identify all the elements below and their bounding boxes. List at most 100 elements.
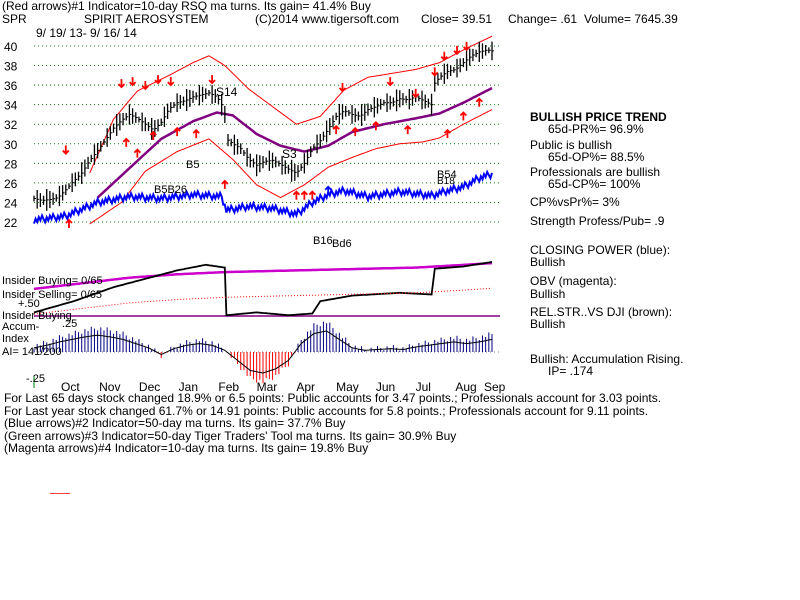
price-gridlines — [34, 45, 500, 223]
red-arrow-up — [308, 190, 316, 200]
red-arrow-up — [221, 179, 229, 189]
red-arrow-down — [431, 67, 439, 77]
y-tick-label-34: 34 — [4, 99, 18, 113]
y-tick-label-36: 36 — [4, 79, 18, 93]
x-tick-label-jul: Jul — [416, 380, 431, 394]
date-range: 9/ 19/ 13- 9/ 16/ 14 — [36, 26, 137, 40]
x-tick-label-dec: Dec — [139, 380, 160, 394]
right-panel-line: Bullish — [530, 317, 566, 331]
accumulation-histogram — [33, 321, 500, 384]
x-tick-label-apr: Apr — [296, 380, 315, 394]
ticker-symbol: SPR — [2, 12, 27, 26]
red-arrow-down — [440, 51, 448, 61]
red-arrow-up — [192, 128, 200, 139]
red-arrow-down — [462, 41, 471, 52]
y-axis-tick-labels: 22 24 26 28 30 32 34 36 38 40 — [4, 40, 18, 230]
y-tick-label-30: 30 — [4, 138, 18, 152]
red-arrow-down — [62, 145, 70, 155]
plus-25-label: .25 — [62, 318, 78, 330]
x-tick-label-sep: Sep — [484, 380, 506, 394]
right-panel-line: CLOSING POWER (blue): — [530, 243, 671, 257]
plus-50-label: +.50 — [18, 298, 40, 310]
close-value: Close= 39.51 — [421, 12, 493, 26]
change-value: Change= .61 — [508, 12, 578, 26]
insider-buying-label-2: Insider Buying — [2, 310, 72, 322]
red-arrow-up — [332, 124, 340, 135]
red-arrow-up — [133, 148, 142, 158]
x-tick-label-may: May — [336, 380, 359, 394]
annotation-b16: B16 — [313, 235, 333, 247]
index-label: Index — [2, 333, 29, 345]
right-panel-line: CP%vsPr%= 3% — [530, 195, 620, 209]
rel-strength-path — [33, 261, 493, 317]
x-tick-label-nov: Nov — [99, 380, 120, 394]
obv-ma-dotted — [33, 287, 493, 315]
price-bars — [33, 41, 494, 211]
bottom-summary-line: (Green arrows)#3 Indicator=50-day Tiger … — [4, 428, 457, 443]
red-arrow-down — [167, 77, 175, 87]
bottom-summary-line: (Blue arrows)#2 Indicator=50-day ma turn… — [4, 416, 346, 430]
red-arrow-up — [404, 124, 412, 135]
annotation-b5: B5 — [186, 159, 199, 171]
minus-25-label: -.25 — [26, 373, 45, 385]
red-arrow-down — [386, 77, 394, 87]
annotation-bd6: Bd6 — [332, 238, 352, 250]
right-panel-line: Bullish: Accumulation Rising. — [530, 352, 684, 366]
right-panel-line: Bullish — [530, 255, 566, 269]
y-tick-label-24: 24 — [4, 196, 18, 210]
x-tick-label-feb: Feb — [218, 380, 239, 394]
right-panel-line: Bullish — [530, 287, 566, 301]
insider-selling-label: Insider Selling= 0/65 — [2, 289, 102, 301]
y-tick-label-22: 22 — [4, 216, 18, 230]
annotation-b5b26: B5B26 — [154, 184, 187, 196]
red-arrow-down — [141, 81, 149, 91]
annotation-b54: B54 — [437, 169, 457, 181]
right-panel-line: Public is bullish — [530, 138, 613, 152]
red-arrow-up — [149, 130, 157, 141]
lower-band-line — [89, 109, 493, 225]
red-arrow-down — [208, 75, 216, 85]
red-arrow-down — [117, 79, 126, 89]
y-tick-label-28: 28 — [4, 157, 18, 171]
y-tick-label-40: 40 — [4, 40, 18, 54]
lower-panel — [33, 261, 500, 317]
x-tick-label-aug: Aug — [455, 380, 476, 394]
right-panel-line: IP= .174 — [548, 364, 594, 378]
right-panel-line: REL.STR..VS DJI (brown): — [530, 305, 673, 319]
right-panel-line: 65d-OP%= 88.5% — [548, 150, 645, 164]
right-panel-line: 65d-CP%= 100% — [548, 177, 641, 191]
annotation-s3: S3 — [282, 147, 297, 161]
ma50-line — [96, 86, 493, 199]
bottom-summary-line: For Last year stock changed 61.7% or 14.… — [4, 403, 649, 418]
right-panel-line: OBV (magenta): — [530, 274, 617, 288]
copyright: (C)2014 www.tigersoft.com — [255, 12, 400, 26]
red-arrow-up — [475, 97, 483, 107]
red-arrow-up — [459, 111, 468, 121]
annotation-b18: B18 — [437, 176, 455, 187]
red-arrow-up — [351, 126, 359, 137]
volume-value: Volume= 7645.39 — [584, 12, 678, 26]
signal-arrows — [62, 41, 483, 229]
red-arrow-down — [154, 75, 162, 85]
y-tick-label-38: 38 — [4, 60, 18, 74]
bottom-summary-line: (Magenta arrows)#4 Indicator=10-day ma t… — [4, 441, 369, 455]
obv-path — [33, 261, 493, 291]
red-arrow-down — [338, 82, 347, 93]
red-arrow-down — [453, 45, 461, 56]
x-tick-label-mar: Mar — [257, 380, 278, 394]
insider-buying-label: Insider Buying= 0/65 — [2, 275, 103, 287]
ai-label: AI= 141/200 — [2, 346, 62, 358]
right-panel-line: BULLISH PRICE TREND — [530, 110, 667, 124]
accum-label: Accum- — [2, 321, 40, 333]
company-name: SPIRIT AEROSYSTEM — [84, 12, 209, 26]
right-panel-line: Strength Profess/Pub= .9 — [530, 214, 665, 228]
red-arrow-up — [65, 218, 73, 229]
chart-annotations: S14 S3 B5 B5B26 B54 B18 B16 Bd6 — [154, 85, 457, 250]
annotation-s14: S14 — [216, 85, 238, 99]
small-red-dash — [50, 493, 70, 494]
right-panel-line: Professionals are bullish — [530, 165, 661, 179]
red-arrow-up — [173, 126, 181, 137]
y-tick-label-26: 26 — [4, 177, 18, 191]
